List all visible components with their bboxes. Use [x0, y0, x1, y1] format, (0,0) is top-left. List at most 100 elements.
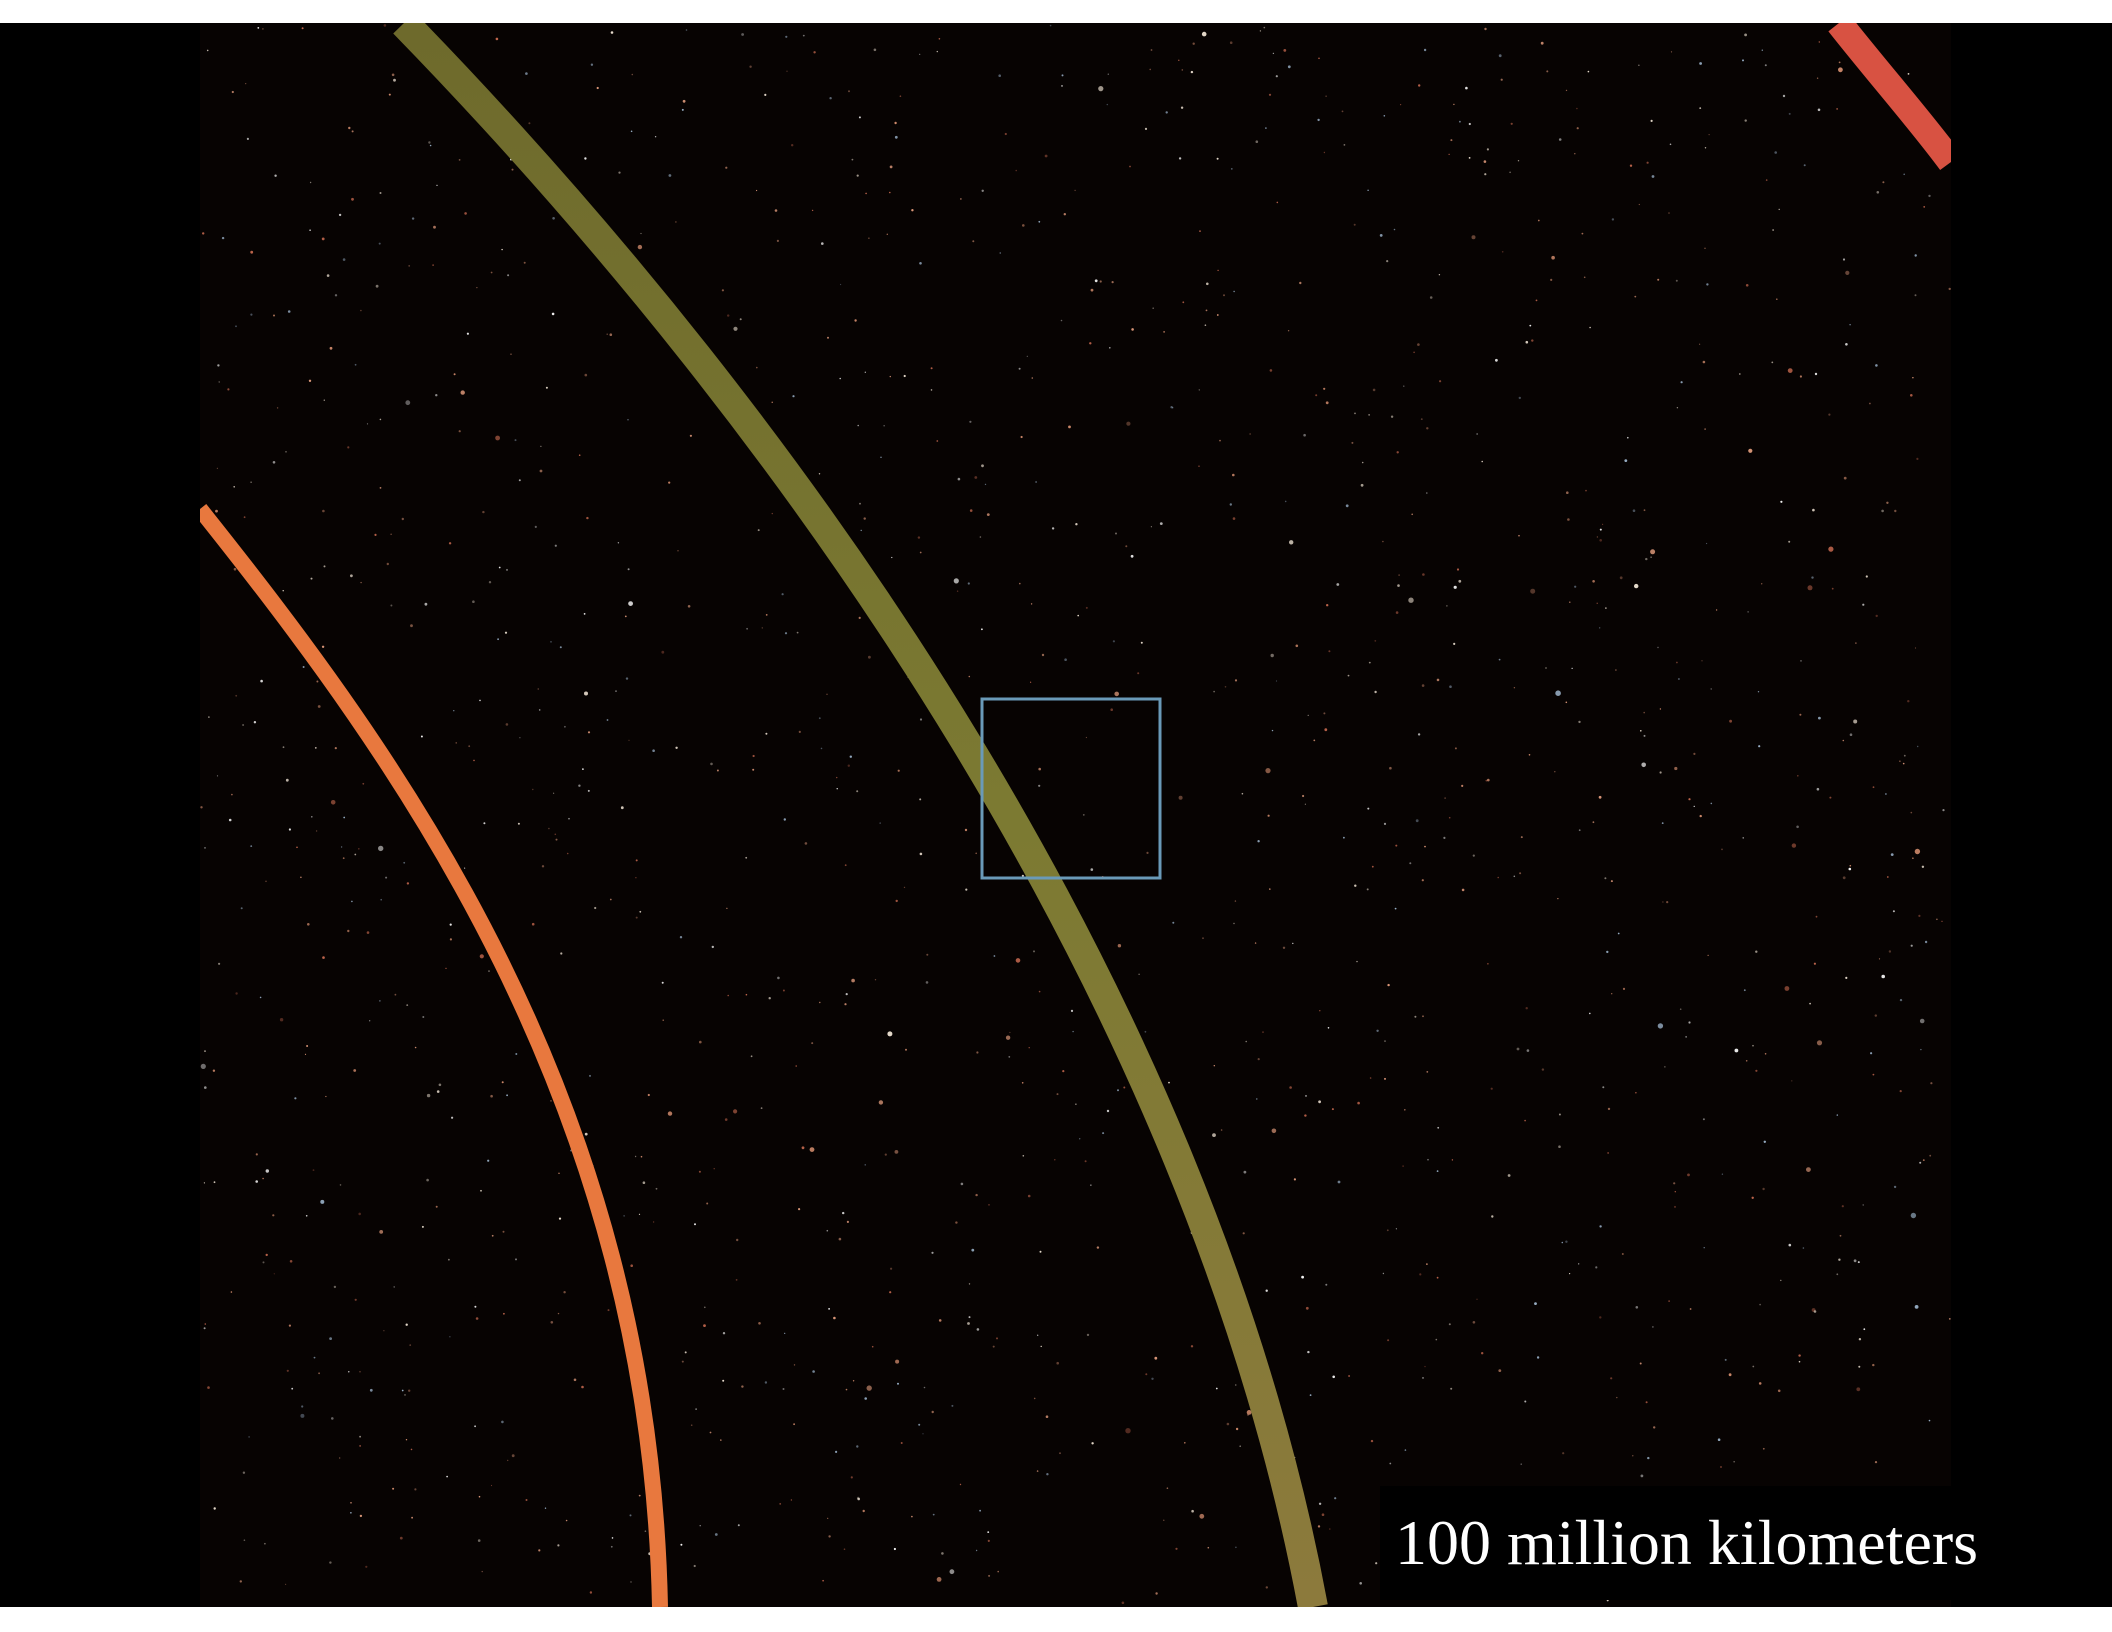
star: [661, 650, 665, 654]
star: [1743, 989, 1746, 992]
star: [1059, 1452, 1061, 1455]
star: [566, 852, 569, 855]
star: [682, 99, 686, 103]
star: [1075, 1103, 1077, 1105]
star: [1885, 793, 1887, 795]
star: [1439, 380, 1442, 383]
star: [776, 239, 780, 242]
star: [1061, 85, 1063, 87]
star: [1875, 364, 1878, 367]
star: [706, 1202, 709, 1205]
star: [1627, 436, 1629, 439]
star: [1254, 942, 1257, 944]
star: [1874, 1014, 1878, 1017]
star: [1130, 554, 1134, 558]
star: [1421, 684, 1425, 687]
star: [1027, 1194, 1031, 1198]
star: [1325, 1283, 1328, 1286]
star: [1872, 1363, 1875, 1367]
star: [1263, 26, 1266, 29]
star: [1596, 602, 1598, 604]
star: [1062, 1070, 1065, 1073]
star: [1082, 814, 1085, 816]
star: [1776, 298, 1778, 301]
star: [472, 600, 475, 603]
star: [1598, 795, 1602, 799]
star: [351, 130, 354, 133]
star: [329, 1337, 332, 1340]
star: [1223, 294, 1225, 297]
star: [285, 778, 289, 782]
star: [474, 1305, 477, 1308]
star: [273, 314, 275, 317]
star: [391, 73, 395, 77]
star: [1862, 603, 1865, 606]
star: [1565, 701, 1568, 704]
star: [1114, 691, 1119, 697]
star: [1657, 278, 1660, 281]
star: [925, 981, 929, 984]
star: [1659, 771, 1662, 774]
star: [453, 710, 455, 712]
star: [1246, 1410, 1252, 1415]
star: [871, 1345, 874, 1348]
star: [1910, 811, 1913, 814]
star: [240, 907, 243, 910]
star: [647, 1093, 650, 1097]
star: [1701, 660, 1703, 662]
star: [1702, 360, 1706, 364]
star: [1099, 280, 1102, 283]
star: [607, 1309, 610, 1312]
star: [1106, 103, 1109, 106]
star: [923, 1386, 926, 1389]
star: [1030, 681, 1032, 683]
star: [429, 144, 432, 147]
star: [668, 174, 672, 177]
star: [1220, 1129, 1223, 1131]
star: [438, 1083, 442, 1087]
star: [482, 510, 485, 514]
star: [894, 121, 897, 125]
star: [250, 250, 254, 254]
star: [866, 1385, 872, 1391]
star: [1144, 127, 1148, 130]
star: [388, 93, 391, 96]
star: [1629, 164, 1633, 167]
star: [435, 394, 438, 397]
star: [1664, 1066, 1666, 1068]
star: [777, 976, 780, 980]
star: [737, 1524, 740, 1527]
star: [1922, 1159, 1925, 1161]
star: [257, 27, 260, 29]
star: [564, 725, 566, 728]
star: [1780, 500, 1783, 503]
star: [1437, 1126, 1440, 1129]
star: [1699, 107, 1702, 109]
star: [774, 209, 778, 212]
star: [321, 645, 325, 648]
star: [1397, 584, 1400, 587]
star: [1788, 1243, 1792, 1247]
star: [713, 1168, 715, 1170]
star: [285, 451, 287, 453]
star: [1635, 1306, 1639, 1309]
star: [1865, 575, 1868, 578]
star: [826, 693, 828, 695]
star: [217, 364, 220, 367]
star: [1619, 576, 1623, 580]
star: [703, 1324, 706, 1327]
star: [1745, 1060, 1748, 1062]
star: [383, 1330, 385, 1332]
star: [1761, 49, 1764, 51]
star: [1941, 920, 1943, 922]
star: [726, 907, 728, 909]
star: [1605, 607, 1607, 609]
star: [1679, 1008, 1682, 1010]
star: [1780, 1279, 1782, 1282]
star: [235, 325, 237, 328]
star: [1429, 296, 1433, 299]
star: [900, 1442, 903, 1444]
star: [1578, 1263, 1580, 1265]
star: [1422, 1377, 1424, 1379]
star: [1450, 139, 1453, 142]
